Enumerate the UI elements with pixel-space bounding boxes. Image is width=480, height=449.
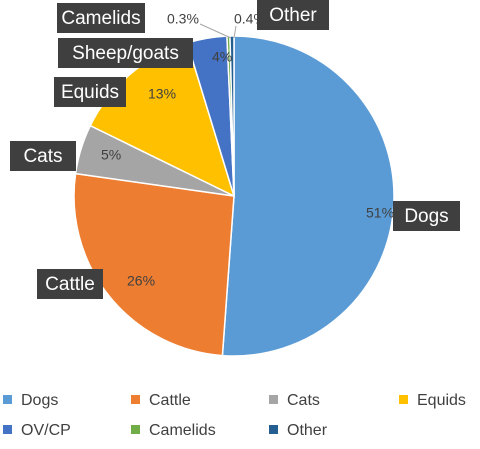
leader-line-camelids xyxy=(199,23,232,39)
leader-line-other xyxy=(233,25,237,39)
legend-swatch-camelids xyxy=(131,425,140,434)
legend-label-camelids: Camelids xyxy=(149,422,216,439)
legend-swatch-cattle xyxy=(131,395,140,404)
callout-box-cattle xyxy=(37,269,103,299)
percent-label-equids: 13% xyxy=(148,86,176,102)
callout-box-camelids xyxy=(57,3,145,33)
legend-label-equids: Equids xyxy=(417,392,466,409)
percent-label-cats: 5% xyxy=(101,147,121,163)
category-label-camelids: Camelids xyxy=(61,8,140,29)
callout-box-other xyxy=(257,0,329,30)
category-label-equids: Equids xyxy=(61,82,119,103)
percent-label-dogs: 51% xyxy=(366,205,394,221)
data-labels: 51% Dogs 26% Cattle 5% Cats 13% Equids 4% Sheep/g… xyxy=(10,0,460,299)
category-label-dogs: Dogs xyxy=(404,206,448,227)
callout-box-dogs xyxy=(393,201,460,231)
category-label-other: Other xyxy=(269,5,317,26)
percent-label-cattle: 26% xyxy=(127,273,155,289)
legend: Dogs Cattle Cats Equids OV/CP Camelids Other xyxy=(3,392,466,439)
percent-label-camelids: 0.3% xyxy=(167,11,199,27)
pie-slices xyxy=(73,35,395,357)
category-label-ov-cp: Sheep/goats xyxy=(72,43,179,64)
slice-cattle xyxy=(73,172,235,357)
category-label-cattle: Cattle xyxy=(45,274,95,295)
legend-swatch-ov-cp xyxy=(3,425,12,434)
legend-swatch-cats xyxy=(269,395,278,404)
legend-label-dogs: Dogs xyxy=(21,392,58,409)
percent-label-ov-cp: 4% xyxy=(212,49,232,65)
callout-box-equids xyxy=(54,77,126,107)
legend-swatch-equids xyxy=(399,395,408,404)
callout-box-ov-cp xyxy=(58,38,193,68)
legend-swatch-other xyxy=(269,425,278,434)
legend-label-cats: Cats xyxy=(287,392,320,409)
category-label-cats: Cats xyxy=(23,146,62,167)
legend-label-other: Other xyxy=(287,422,328,439)
callout-box-cats xyxy=(10,141,76,171)
legend-label-ov-cp: OV/CP xyxy=(21,422,71,439)
slice-dogs xyxy=(221,35,395,357)
legend-label-cattle: Cattle xyxy=(149,392,191,409)
legend-swatch-dogs xyxy=(3,395,12,404)
